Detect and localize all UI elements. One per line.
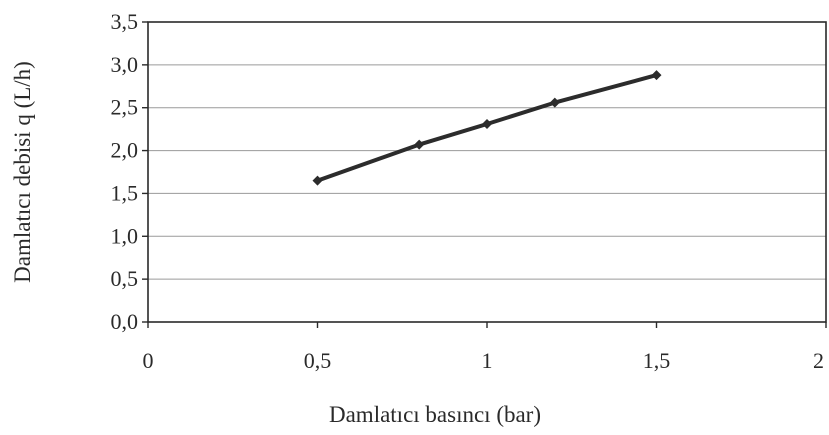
data-point [414, 139, 425, 150]
y-tick-label: 3,0 [111, 52, 139, 77]
x-axis-title: Damlatıcı basıncı (bar) [329, 402, 541, 427]
y-tick-label: 2,0 [111, 138, 139, 163]
y-tick-label: 2,5 [111, 95, 139, 120]
data-point [651, 70, 662, 81]
y-tick-label: 1,5 [111, 180, 139, 205]
plot-frame [147, 21, 827, 323]
y-tick-label: 1,0 [111, 223, 139, 248]
data-point [482, 119, 492, 129]
x-tick-label: 0 [143, 348, 154, 373]
gridlines [148, 64, 826, 280]
y-axis-ticks: 0,0 0,5 1,0 1,5 2,0 2,5 3,0 3,5 [111, 9, 148, 334]
data-point [312, 175, 323, 186]
y-axis-title: Damlatıcı debisi q (L/h) [10, 61, 35, 283]
y-tick-label: 3,5 [111, 9, 139, 34]
series-layer [312, 70, 662, 186]
y-tick-label: 0,5 [111, 266, 139, 291]
x-tick-label: 2 [813, 348, 824, 373]
x-axis-ticks: 0 0,5 1 1,5 2 [143, 322, 827, 373]
x-tick-label: 1 [482, 348, 493, 373]
data-point [549, 97, 560, 108]
y-tick-label: 0,0 [111, 309, 139, 334]
x-tick-label: 0,5 [304, 348, 332, 373]
x-tick-label: 1,5 [643, 348, 671, 373]
